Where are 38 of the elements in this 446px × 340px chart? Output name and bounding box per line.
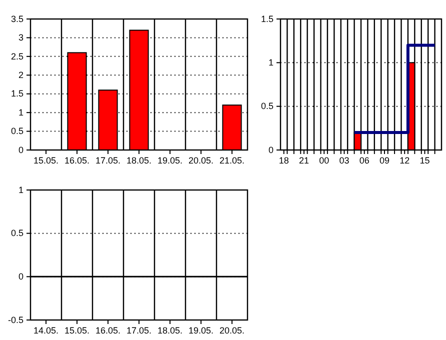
x-tick-label: 00 (319, 155, 330, 166)
y-tick-label: 0 (18, 144, 24, 155)
x-tick-label: 20.05. (219, 325, 245, 336)
x-tick-label: 18.05. (126, 155, 152, 166)
y-tick-label: 2 (18, 70, 24, 80)
x-tick-label: 15.05. (33, 155, 59, 166)
y-tick-label: 0 (268, 144, 274, 155)
x-tick-label: 14.05. (33, 325, 59, 336)
y-tick-label: 3 (18, 32, 24, 43)
y-tick-label: 1.5 (260, 14, 274, 24)
y-tick-label: -0.5 (8, 314, 24, 325)
x-tick-label: 15 (420, 155, 430, 166)
y-tick-label: 0.5 (260, 101, 274, 112)
x-tick-label: 12 (400, 155, 410, 166)
x-tick-label: 19.05. (188, 325, 214, 336)
y-tick-label: 2.5 (10, 51, 24, 62)
x-tick-label: 18.05. (157, 325, 183, 336)
x-tick-label: 21.05. (219, 155, 245, 166)
y-tick-label: 1 (18, 107, 24, 118)
x-tick-label: 15.05. (64, 325, 90, 336)
y-tick-label: 0 (18, 272, 24, 282)
y-tick-label: 1.5 (10, 88, 24, 99)
y-tick-label: 1 (18, 184, 24, 195)
x-tick-label: 20.05. (188, 155, 214, 166)
y-tick-label: 1 (268, 58, 274, 68)
x-tick-label: 06 (359, 155, 370, 166)
x-tick-label: 17.05. (95, 155, 121, 166)
y-tick-label: 0.5 (10, 126, 24, 136)
x-tick-label: 16.05. (64, 155, 90, 166)
x-tick-label: 16.05. (95, 325, 121, 336)
x-tick-label: 17.05. (126, 325, 152, 336)
y-tick-label: 0.5 (10, 228, 24, 238)
x-tick-label: 18 (278, 155, 289, 166)
x-tick-label: 09 (379, 155, 390, 166)
x-tick-label: 03 (339, 155, 350, 166)
y-tick-label: 3.5 (10, 14, 24, 24)
x-tick-label: 21 (298, 155, 309, 166)
x-tick-label: 19.05. (157, 155, 183, 166)
